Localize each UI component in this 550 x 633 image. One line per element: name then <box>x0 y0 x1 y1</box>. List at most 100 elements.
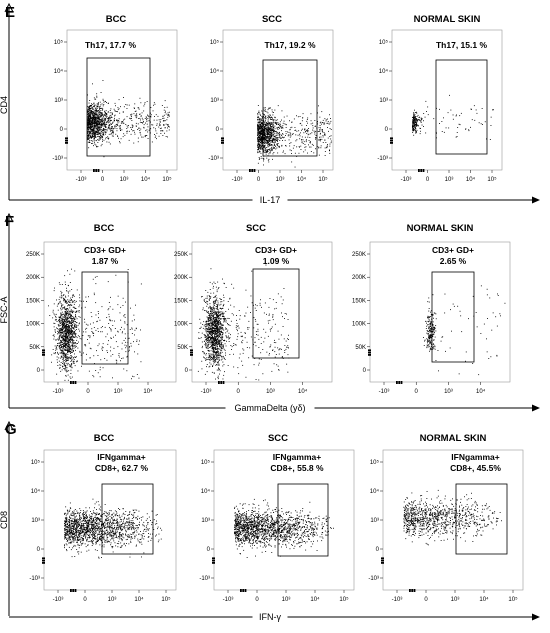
gate-label: 1.87 % <box>92 256 119 266</box>
y-tick-label: 0 <box>37 547 41 553</box>
y-tick-label: 10³ <box>201 518 210 524</box>
y-tick-label: 200K <box>26 275 40 281</box>
y-tick-label: 0 <box>385 127 389 133</box>
gate-rectangle <box>81 271 129 365</box>
x-tick-label: 10³ <box>120 177 129 183</box>
y-tick-label: 50K <box>355 345 366 351</box>
y-tick-label: 10⁵ <box>54 39 64 46</box>
y-tick-label: 10⁴ <box>370 488 380 495</box>
x-tick-label: 10⁵ <box>508 596 518 603</box>
x-axis-arrowhead <box>532 196 540 204</box>
plot-title: NORMAL SKIN <box>407 223 474 234</box>
y-tick-label: 0 <box>207 547 211 553</box>
zero-marker <box>72 381 75 384</box>
gate-rectangle <box>277 483 329 557</box>
plot-normal-skin: NORMAL SKIN 250K 200K 150K 100K 50K 0 -10³ 0 10³ 1… <box>352 223 511 395</box>
x-tick-label: -10³ <box>223 597 234 603</box>
plot-frame <box>191 241 333 383</box>
zero-marker <box>390 142 393 144</box>
x-tick-label: 10⁴ <box>310 596 320 603</box>
plot-title: BCC <box>106 14 127 25</box>
event-cloud <box>403 489 502 546</box>
plot-frame <box>222 29 334 171</box>
y-tick-label: 250K <box>26 252 40 258</box>
y-tick-label: 10⁴ <box>210 68 220 75</box>
y-tick-label: 100K <box>174 322 188 328</box>
zero-marker <box>42 557 45 560</box>
zero-marker <box>212 559 215 562</box>
plot-scc: SCC 10⁵ 10⁴ 10³ 0 -10³ -10³ 0 10³ 10⁴ 10⁵ Th17, 19.… <box>208 14 334 183</box>
gate-label: IFNgamma+ <box>273 452 321 462</box>
zero-marker <box>368 354 371 356</box>
gate-label: Th17, 17.7 % <box>85 40 136 50</box>
x-tick-label: -10³ <box>392 597 403 603</box>
y-tick-label: 50K <box>177 345 188 351</box>
y-tick-label: -10³ <box>52 156 63 162</box>
panel-letter: E <box>5 4 15 21</box>
y-axis-arrowhead <box>4 2 14 13</box>
plot-bcc: BCC 10⁵ 10⁴ 10³ 0 -10³ -10³ 0 10³ 10⁴ 10⁵ Th17, 17.… <box>52 14 178 183</box>
plot-title: SCC <box>268 433 288 444</box>
zero-marker <box>242 589 245 592</box>
gate-label: CD3+ GD+ <box>432 245 474 255</box>
x-tick-label: 10³ <box>282 597 291 603</box>
plot-frame <box>391 29 503 171</box>
zero-marker <box>368 351 371 354</box>
zero-marker <box>93 169 95 172</box>
zero-marker <box>381 562 384 564</box>
gate-rectangle <box>101 483 154 555</box>
x-tick-label: 10³ <box>108 597 117 603</box>
zero-marker <box>368 349 371 352</box>
x-tick-label: 10⁵ <box>339 596 349 603</box>
panel-g: G IFN-γ CD8 BCC 10⁵ 10⁴ 10³ 0 -10³ -10³ 0 10³ 10⁴ 10⁵… <box>0 420 540 623</box>
x-tick-label: 10⁵ <box>318 176 328 183</box>
zero-marker <box>95 169 98 172</box>
y-tick-label: 10⁵ <box>201 459 211 466</box>
x-tick-label: -10³ <box>379 389 390 395</box>
zero-marker <box>420 169 423 172</box>
zero-marker <box>381 559 384 562</box>
gate-rectangle <box>455 483 508 555</box>
y-tick-label: 10⁵ <box>379 39 389 46</box>
x-tick-label: 10⁴ <box>297 176 307 183</box>
zero-marker <box>220 381 223 384</box>
y-tick-label: 50K <box>29 345 40 351</box>
gate-label: IFNgamma+ <box>451 452 499 462</box>
y-tick-label: 10⁴ <box>54 68 64 75</box>
plot-title: BCC <box>94 433 115 444</box>
x-axis-label: GammaDelta (yδ) <box>234 403 305 413</box>
y-tick-label: 10³ <box>379 98 388 104</box>
zero-marker <box>411 589 414 592</box>
y-tick-label: 10⁴ <box>379 68 389 75</box>
zero-marker <box>249 169 251 172</box>
y-tick-label: 10³ <box>54 98 63 104</box>
x-tick-label: -10³ <box>76 177 87 183</box>
plot-bcc: BCC 10⁵ 10⁴ 10³ 0 -10³ -10³ 0 10³ 10⁴ 10⁵ IFNgamma+… <box>29 433 177 603</box>
x-tick-label: 10³ <box>444 389 453 395</box>
zero-marker <box>190 349 193 352</box>
x-tick-label: -10³ <box>53 597 64 603</box>
zero-marker <box>42 354 45 356</box>
gate-label: CD3+ GD+ <box>84 245 126 255</box>
zero-marker <box>65 139 68 142</box>
x-tick-label: 10³ <box>266 389 275 395</box>
x-tick-label: 10³ <box>451 597 460 603</box>
x-tick-label: 0 <box>86 389 90 395</box>
plot-title: SCC <box>246 223 266 234</box>
event-cloud <box>412 94 494 140</box>
x-tick-label: 10⁴ <box>476 388 486 395</box>
y-tick-label: 10³ <box>31 518 40 524</box>
x-tick-label: 10⁴ <box>479 596 489 603</box>
plot-frame <box>369 241 511 383</box>
x-tick-label: 0 <box>83 597 87 603</box>
zero-marker <box>244 589 247 592</box>
zero-marker <box>409 589 411 592</box>
y-tick-label: 250K <box>352 252 366 258</box>
zero-marker <box>74 381 77 384</box>
event-cloud <box>48 268 142 381</box>
zero-marker <box>65 137 68 140</box>
zero-marker <box>190 354 193 356</box>
zero-marker <box>396 381 398 384</box>
plot-normal-skin: NORMAL SKIN 10⁵ 10⁴ 10³ 0 -10³ -10³ 0 10³ 10⁴ 10⁵ T… <box>377 14 503 183</box>
x-tick-label: 10⁴ <box>143 388 153 395</box>
